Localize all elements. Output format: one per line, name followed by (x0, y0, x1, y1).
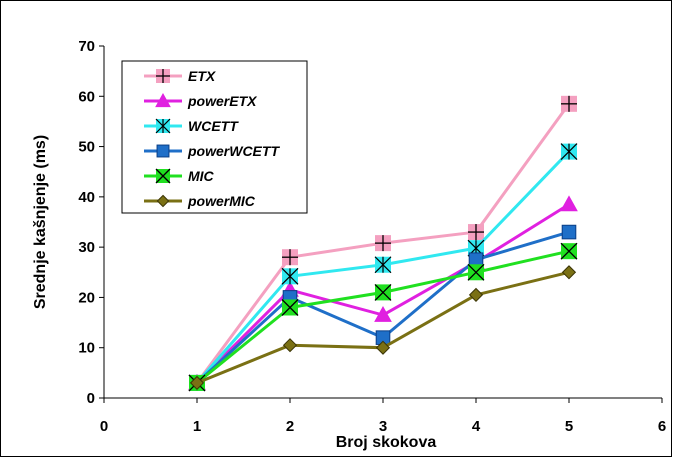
legend-marker-powerETX (155, 92, 171, 108)
legend-label-powerWCETT: powerWCETT (187, 143, 280, 159)
legend-box (121, 60, 308, 214)
data-point-powerWCETT (561, 224, 577, 240)
data-point-powerMIC (375, 340, 391, 355)
legend-label-ETX: ETX (188, 68, 217, 84)
legend-label-powerMIC: powerMIC (187, 193, 256, 209)
data-point-powerMIC (468, 287, 484, 303)
y-tick-label: 70 (78, 38, 95, 55)
axes: 0 10 20 30 40 50 60 70 0 1 2 3 4 5 6 (78, 38, 666, 435)
legend: ETX powerETX WCETT powerWCETT MIC powerMIC (121, 60, 308, 214)
y-tick-label: 10 (78, 340, 95, 357)
data-point-powerETX (374, 305, 392, 322)
legend-label-powerETX: powerETX (187, 93, 258, 109)
data-point-powerMIC (561, 265, 577, 280)
legend-label-MIC: MIC (188, 168, 215, 184)
x-tick-label: 2 (286, 418, 294, 435)
legend-marker-MIC-stroke-d2 (155, 168, 171, 184)
data-point-MIC-stroke-d2 (281, 299, 299, 316)
data-point-powerETX (560, 195, 578, 212)
data-point-MIC-stroke-d2 (374, 283, 392, 301)
y-tick-label: 20 (78, 289, 95, 306)
x-tick-label: 5 (565, 418, 573, 435)
y-tick-label: 60 (78, 88, 95, 105)
y-axis-label: Srednje kašnjenje (ms) (32, 135, 49, 309)
data-point-powerMIC (282, 338, 298, 353)
series-powerMIC (189, 265, 577, 391)
y-tick-label: 50 (78, 139, 95, 156)
legend-marker-powerWCETT (156, 144, 170, 158)
y-tick-label: 0 (87, 390, 95, 407)
series-layer (188, 95, 578, 392)
x-tick-label: 0 (100, 418, 108, 435)
data-point-powerMIC (189, 375, 205, 391)
legend-label-WCETT: WCETT (188, 118, 239, 134)
y-tick-label: 30 (78, 239, 95, 256)
legend-marker-powerMIC (156, 194, 170, 208)
data-point-MIC-stroke-d2 (467, 263, 485, 281)
x-tick-label: 3 (379, 418, 387, 435)
x-tick-label: 6 (658, 418, 666, 435)
x-tick-label: 1 (193, 418, 201, 435)
y-tick-label: 40 (78, 189, 95, 206)
x-axis-label: Broj skokova (336, 434, 437, 451)
x-tick-label: 4 (472, 418, 481, 435)
data-point-MIC-stroke-d2 (560, 242, 578, 260)
